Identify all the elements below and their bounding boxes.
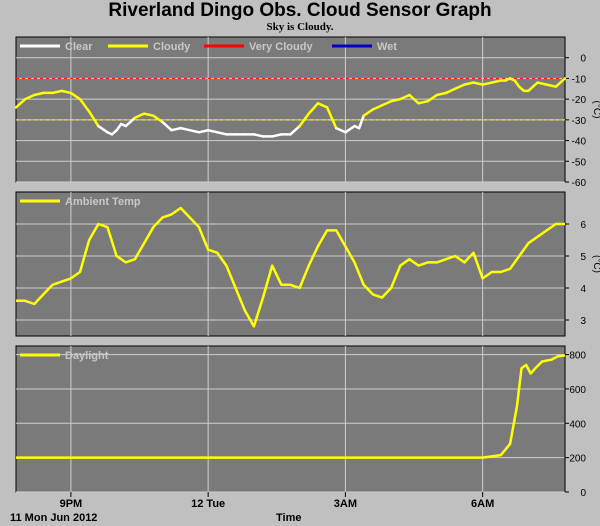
series-line (16, 206, 565, 328)
series-segment (513, 79, 521, 88)
series-segment (23, 93, 36, 101)
legend-label: Ambient Temp (65, 196, 141, 208)
chart-title: Riverland Dingo Obs. Cloud Sensor Graph (108, 0, 492, 21)
y-tick-label: 4 (580, 284, 586, 295)
y-tick-label: 800 (569, 351, 586, 362)
legend-label: Wet (377, 41, 397, 53)
y-tick-label: 5 (580, 252, 586, 263)
series-segment (490, 79, 503, 84)
y-tick-label: 0 (580, 54, 586, 65)
legend-label: Daylight (65, 350, 109, 362)
series-segment (357, 114, 365, 130)
series-segment (33, 91, 45, 97)
y-tick-label: 200 (569, 454, 586, 465)
series-segment (554, 77, 567, 88)
series-segment (472, 81, 484, 86)
y-tick-label: -20 (572, 95, 587, 106)
series-segment (417, 99, 429, 105)
chart-panel-2: 3 4 5 6 (°C) Ambient Temp (15, 191, 600, 337)
series-segment (115, 122, 123, 132)
x-tick-label: 3AM (334, 498, 357, 510)
series-segment (78, 97, 91, 113)
series-segment (399, 93, 411, 101)
series-line (16, 354, 566, 459)
x-tick-label: 6AM (471, 498, 494, 510)
x-tick-label: 12 Tue (191, 498, 225, 510)
y-tick-label: -40 (572, 137, 587, 148)
legend-label: Cloudy (153, 41, 191, 53)
series-segment (270, 133, 283, 138)
y-tick-label: 600 (569, 385, 586, 396)
series-segment (325, 106, 338, 130)
series-segment (197, 128, 210, 134)
series-segment (316, 102, 329, 109)
y-axis-label: (°C) (591, 101, 600, 119)
series-segment (124, 116, 137, 128)
series-segment (289, 124, 301, 136)
series-segment (344, 124, 356, 134)
y-tick-label: 400 (569, 419, 586, 430)
plot-area (15, 345, 566, 493)
series-segment (161, 120, 173, 132)
series-segment (170, 126, 182, 132)
series-segment (453, 83, 466, 91)
series-segment (389, 97, 402, 103)
series-segment (133, 112, 146, 120)
series-segment (51, 89, 63, 95)
series-segment (426, 93, 439, 103)
series-segment (179, 126, 192, 132)
series-segment (545, 83, 558, 88)
y-tick-label: 0 (580, 488, 586, 499)
series-segment (481, 81, 494, 86)
series-segment (362, 108, 375, 117)
series-segment (252, 133, 265, 138)
y-tick-label: -50 (572, 157, 587, 168)
series-segment (87, 110, 100, 128)
plot-area (15, 36, 566, 183)
chart-panel-3: 0 200 400 600 800 Daylight (15, 345, 586, 499)
date-label: 11 Mon Jun 2012 (10, 512, 98, 524)
plot-area (15, 191, 566, 337)
series-segment (335, 126, 347, 134)
series-segment (307, 102, 320, 115)
y-tick-label: 6 (580, 220, 586, 231)
series-segment (536, 81, 548, 86)
y-tick-label: -10 (572, 74, 587, 85)
series-segment (444, 87, 457, 95)
series-segment (60, 89, 73, 95)
series-segment (69, 91, 82, 101)
legend-label: Clear (65, 41, 93, 53)
y-tick-label: -30 (572, 116, 587, 127)
series-segment (97, 124, 109, 134)
series-segment (188, 128, 201, 134)
y-tick-label: -60 (572, 178, 587, 189)
legend-label: Very Cloudy (249, 41, 313, 53)
series-segment (371, 104, 384, 111)
series-segment (142, 112, 155, 117)
chart-panel-1: 0 -10 -20 -30 -40 -50 -60 (°C) Clear Cloudy Very C… (14, 36, 600, 189)
series-segment (380, 99, 393, 107)
series-segment (216, 131, 228, 136)
x-axis-label: Time (276, 512, 302, 524)
series-segment (298, 112, 311, 128)
x-tick-label: 9PM (60, 498, 83, 510)
sky-status: Sky is Cloudy. (266, 21, 334, 33)
series-segment (152, 114, 164, 124)
series-segment (408, 93, 420, 105)
series-segment (463, 81, 475, 86)
series-segment (435, 91, 448, 97)
series-segment (527, 81, 539, 93)
series-segment (206, 128, 219, 134)
y-axis-label: (°C) (591, 255, 600, 273)
y-tick-label: 3 (580, 316, 586, 327)
